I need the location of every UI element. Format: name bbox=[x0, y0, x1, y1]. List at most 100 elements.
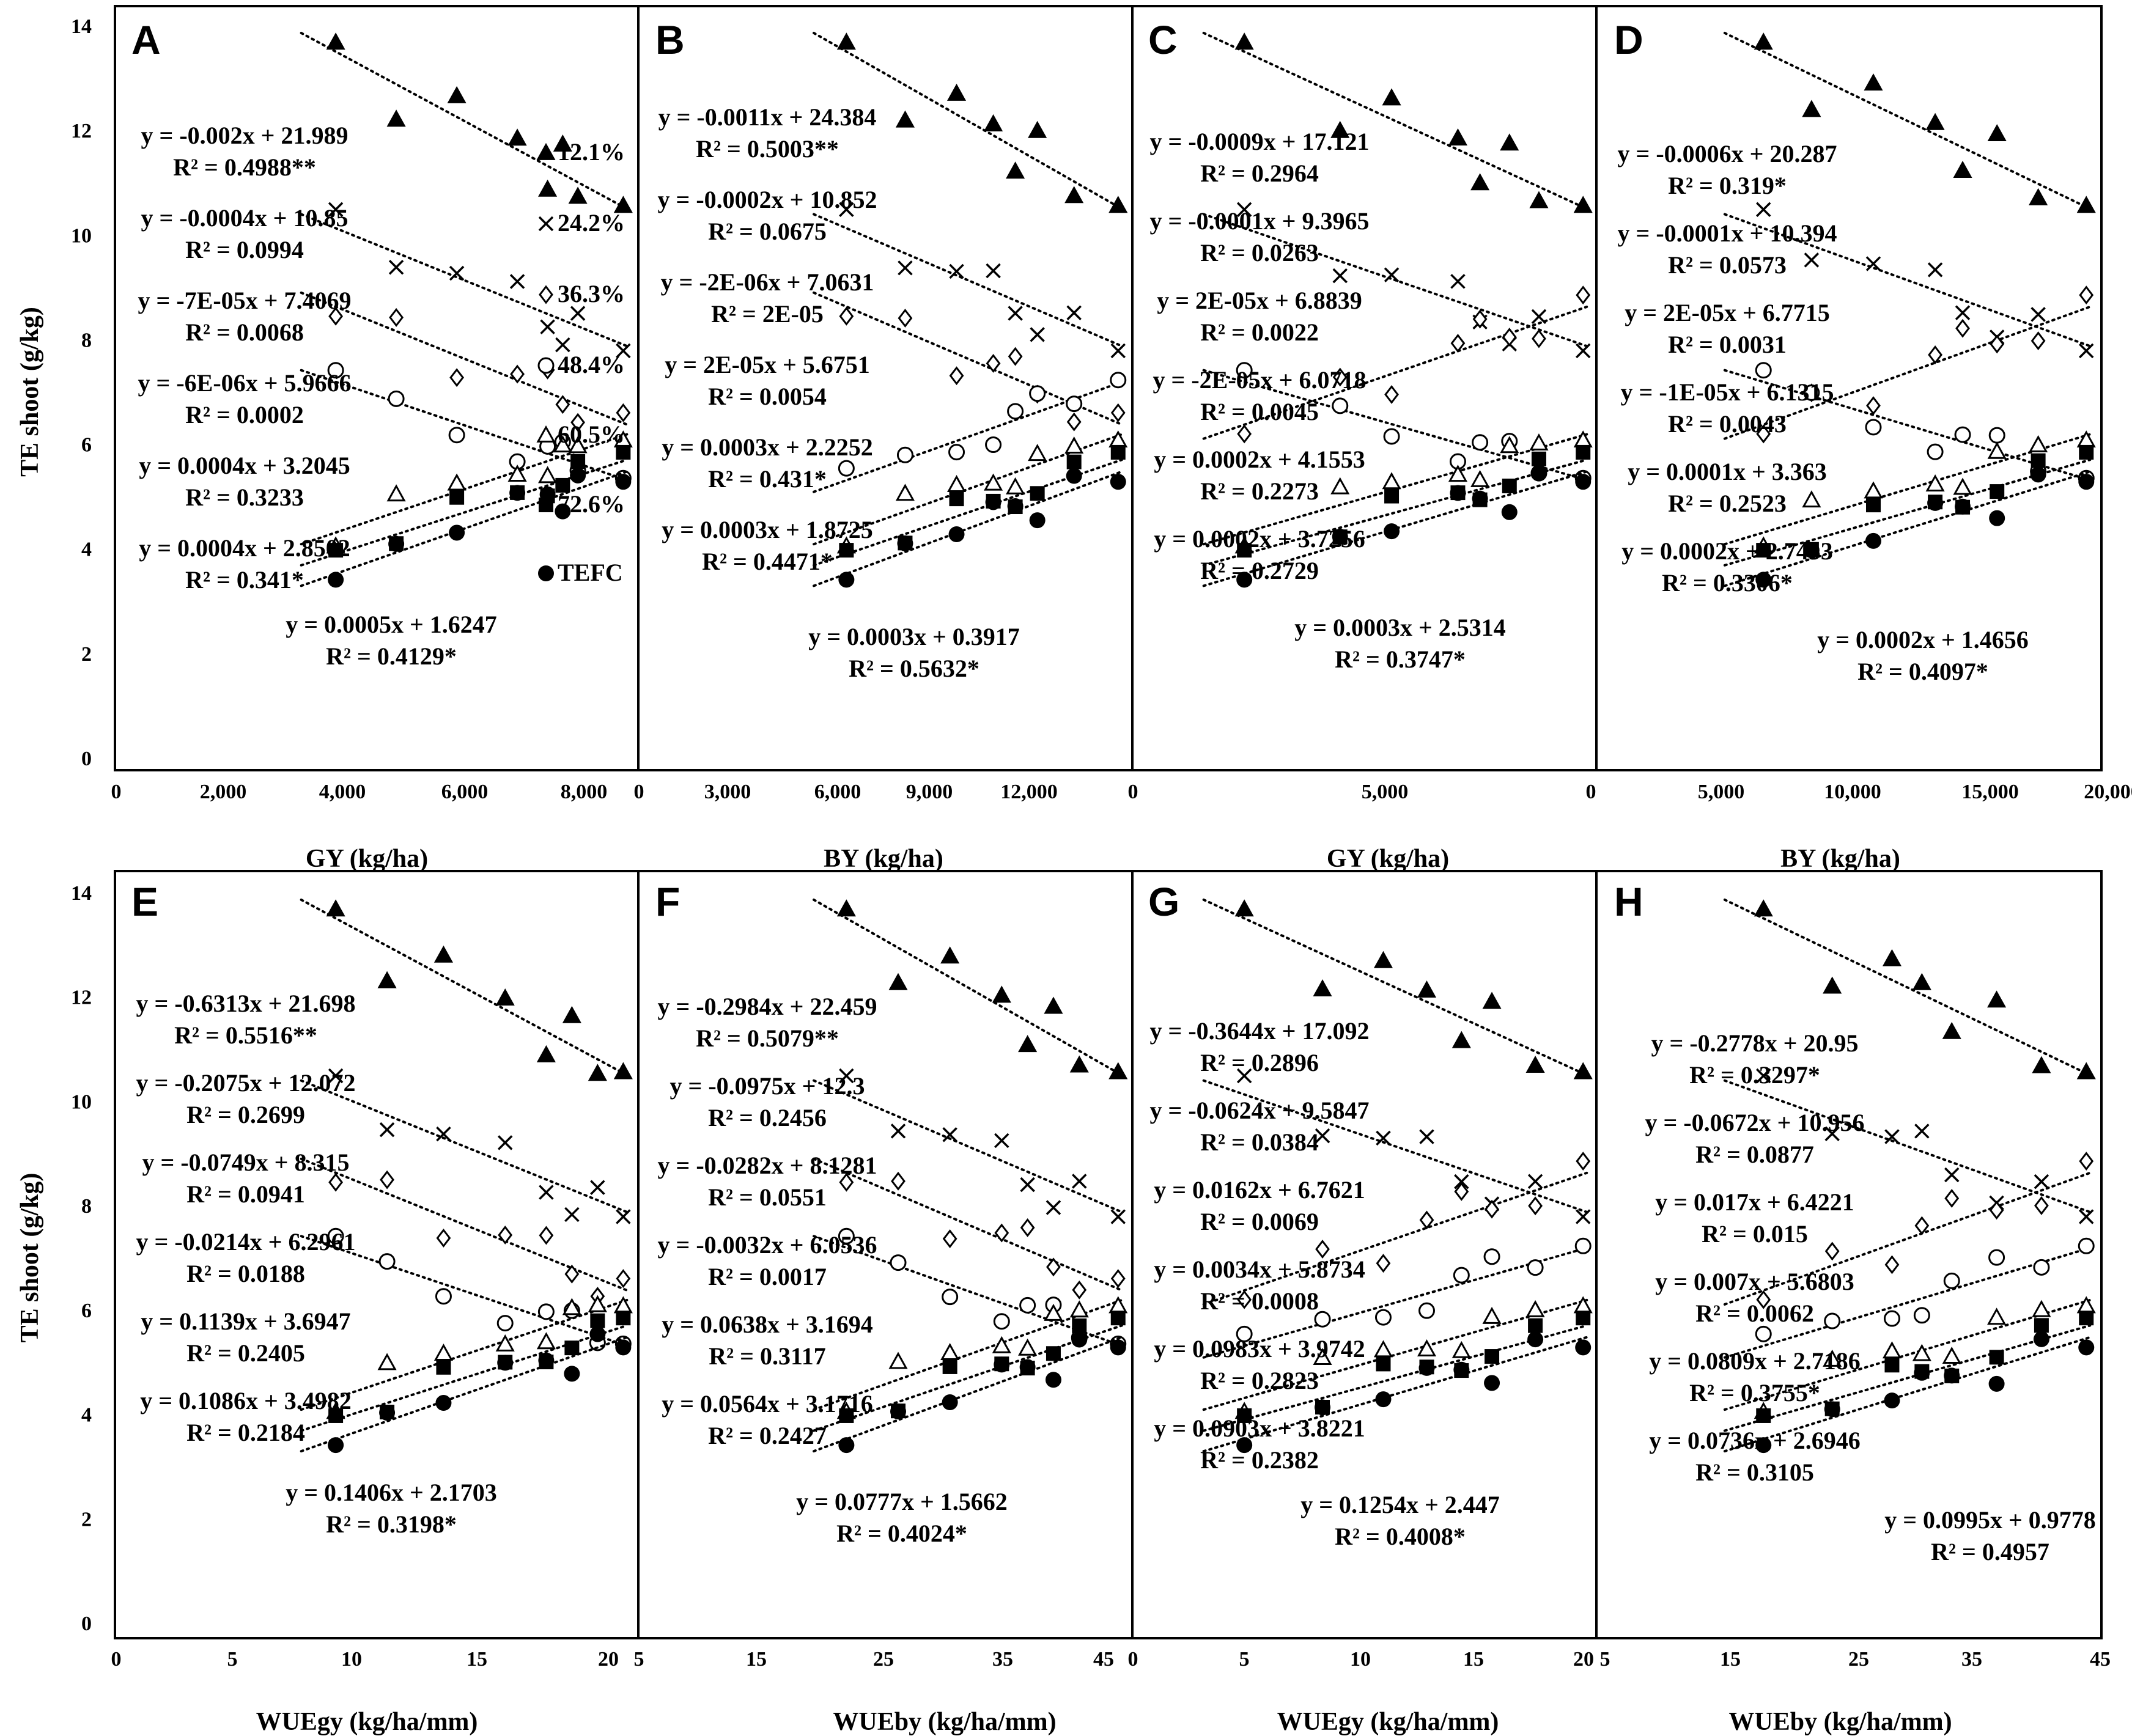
panel-F: F 5 15 25 35 45 WUEby (kg/ha/mm) y = -0.2984x +… bbox=[634, 879, 1128, 1736]
trend-line bbox=[1202, 305, 1588, 440]
data-point bbox=[1529, 191, 1549, 208]
regression-equation: y = -0.0006x + 20.287 bbox=[1618, 140, 1837, 167]
data-point bbox=[328, 543, 344, 558]
regression-equation: y = -0.0282x + 8.1281 bbox=[658, 1152, 877, 1179]
data-point bbox=[1018, 1035, 1038, 1053]
data-point bbox=[1384, 488, 1400, 504]
data-point bbox=[1912, 1344, 1931, 1361]
data-point bbox=[1925, 474, 1945, 491]
data-point bbox=[1482, 991, 1502, 1009]
data-point bbox=[570, 413, 585, 432]
data-point bbox=[1804, 252, 1820, 268]
legend-marker bbox=[539, 498, 553, 512]
data-point bbox=[497, 1355, 514, 1371]
panel-D: D 5,000 10,000 15,000 20,000 BY (kg/ha) y = -0… bbox=[1614, 17, 2132, 873]
r-squared: R² = 0.0573 bbox=[1668, 251, 1787, 279]
x-tick-label: 5,000 bbox=[1698, 781, 1745, 803]
x-tick-label: 9,000 bbox=[906, 781, 953, 803]
data-point bbox=[588, 1295, 607, 1312]
regression-equation: y = -0.0009x + 17.121 bbox=[1150, 128, 1370, 155]
data-point bbox=[1882, 1341, 1902, 1359]
regression-equation: y = 0.0809x + 2.7186 bbox=[1649, 1347, 1861, 1375]
data-point bbox=[2076, 430, 2096, 448]
data-point bbox=[2078, 474, 2095, 490]
data-point bbox=[588, 1064, 607, 1081]
y-tick-label: 4 bbox=[81, 1404, 92, 1427]
data-point bbox=[326, 32, 345, 50]
data-point bbox=[984, 473, 1003, 491]
data-point bbox=[328, 1408, 344, 1423]
r-squared: R² = 0.0045 bbox=[1200, 398, 1319, 425]
data-point bbox=[327, 362, 344, 379]
data-point bbox=[1954, 426, 1971, 443]
r-squared: R² = 0.0022 bbox=[1200, 318, 1319, 346]
x-axis-label: WUEgy (kg/ha/mm) bbox=[256, 1708, 478, 1736]
r-squared: R² = 0.3297* bbox=[1689, 1061, 1820, 1089]
data-point bbox=[495, 988, 515, 1006]
data-point bbox=[1484, 1375, 1500, 1391]
regression-equation: y = -0.0672x + 10.956 bbox=[1645, 1109, 1865, 1136]
regression-equation: y = -2E-06x + 7.0631 bbox=[661, 268, 874, 296]
r-squared: R² = 0.015 bbox=[1702, 1220, 1808, 1248]
data-point bbox=[2078, 1339, 2095, 1356]
regression-equation: y = -0.0214x + 6.2961 bbox=[136, 1228, 356, 1256]
data-point bbox=[2034, 1174, 2049, 1190]
data-point bbox=[839, 202, 854, 218]
data-point bbox=[1987, 124, 2007, 142]
x-axis-label: WUEgy (kg/ha/mm) bbox=[1277, 1708, 1499, 1736]
r-squared: R² = 2E-05 bbox=[711, 300, 824, 328]
data-point bbox=[1755, 1437, 1772, 1454]
data-point bbox=[380, 1170, 394, 1190]
r-squared: R² = 0.2405 bbox=[186, 1339, 305, 1367]
data-point bbox=[568, 436, 588, 454]
data-point bbox=[2079, 1152, 2094, 1171]
r-squared: R² = 0.0068 bbox=[185, 318, 304, 346]
data-point bbox=[1450, 334, 1466, 353]
data-point bbox=[1417, 1339, 1437, 1357]
data-point bbox=[2079, 444, 2094, 460]
data-point bbox=[948, 444, 965, 461]
data-point bbox=[839, 1172, 854, 1192]
y-tick-label: 14 bbox=[71, 882, 92, 905]
data-point bbox=[1942, 1021, 1961, 1039]
trend-line bbox=[813, 291, 1123, 426]
trend-line bbox=[300, 1157, 629, 1292]
data-point bbox=[2031, 307, 2046, 322]
data-point bbox=[2034, 1196, 2049, 1215]
trend-line bbox=[300, 1079, 629, 1213]
legend-marker bbox=[536, 425, 556, 443]
trend-line bbox=[300, 1324, 629, 1432]
regression-equation: y = -0.3644x + 17.092 bbox=[1150, 1017, 1370, 1045]
trend-line bbox=[300, 1298, 629, 1411]
regression-equation: y = -0.2075x + 12.072 bbox=[136, 1069, 356, 1097]
data-point bbox=[1576, 1152, 1591, 1171]
trend-line bbox=[813, 1336, 1123, 1453]
r-squared: R² = 0.2964 bbox=[1200, 160, 1319, 187]
data-point bbox=[540, 319, 555, 334]
data-point bbox=[1066, 412, 1082, 432]
y-tick-label: 4 bbox=[81, 539, 92, 561]
data-point bbox=[1824, 1312, 1841, 1330]
legend-label: 72.6% bbox=[558, 490, 625, 518]
r-squared: R² = 0.5003** bbox=[696, 135, 839, 163]
y-tick-label: 12 bbox=[71, 120, 92, 142]
data-point bbox=[1884, 1129, 1900, 1144]
data-point bbox=[1382, 88, 1401, 106]
data-point bbox=[2079, 1209, 2094, 1224]
trend-line bbox=[1723, 1171, 2092, 1306]
y-tick-label: 2 bbox=[81, 643, 92, 666]
regression-equation: y = 0.0034x + 5.8734 bbox=[1154, 1256, 1365, 1283]
data-point bbox=[1383, 428, 1400, 445]
x-tick-label: 10 bbox=[341, 1648, 362, 1671]
data-point bbox=[1470, 469, 1490, 487]
panel-letter: A bbox=[131, 17, 161, 62]
data-point bbox=[1754, 899, 1773, 917]
data-point bbox=[898, 309, 913, 328]
data-point bbox=[1315, 1240, 1330, 1259]
y-tick-label: 8 bbox=[81, 1195, 92, 1218]
data-point bbox=[378, 1253, 396, 1270]
data-point bbox=[590, 1313, 605, 1328]
data-point bbox=[436, 1126, 451, 1142]
data-point bbox=[1064, 436, 1084, 454]
x-tick-label: 25 bbox=[873, 1648, 894, 1671]
